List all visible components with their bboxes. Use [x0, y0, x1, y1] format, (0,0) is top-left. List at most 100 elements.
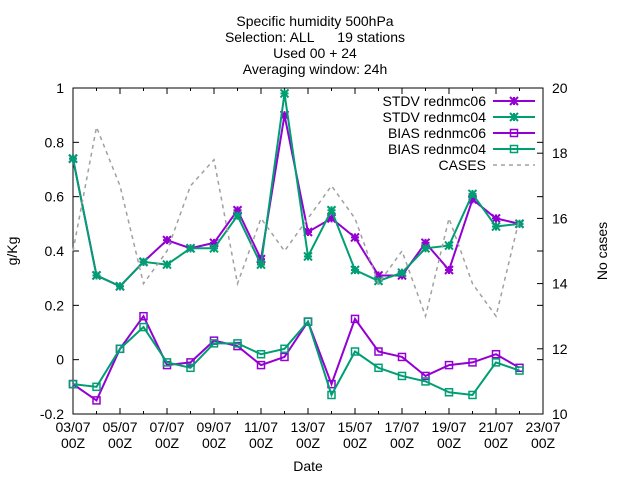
legend-item: STDV rednmc04 [383, 109, 535, 125]
x-axis-label: Date [293, 458, 323, 474]
x-tick-time: 00Z [61, 435, 86, 451]
data-point [186, 363, 195, 373]
y2-tick-label: 18 [552, 145, 568, 161]
data-point [397, 352, 407, 362]
chart-title: Specific humidity 500hPa Selection: ALL … [225, 13, 405, 77]
data-point [420, 243, 431, 253]
x-tick-date: 11/07 [244, 419, 278, 435]
x-tick-time: 00Z [108, 435, 133, 451]
legend-label: STDV rednmc04 [383, 109, 487, 125]
data-point [397, 371, 407, 381]
data-point [115, 281, 125, 292]
data-point [374, 347, 383, 356]
data-point [138, 257, 149, 267]
data-point [468, 358, 477, 367]
legend-item: BIAS rednmc06 [388, 125, 535, 141]
title-line-2: Selection: ALL 19 stations [225, 29, 405, 45]
x-tick-time: 00Z [343, 435, 368, 451]
y-axis-label: g/Kg [4, 237, 20, 266]
legend-item: BIAS rednmc04 [388, 141, 535, 157]
data-point [186, 358, 195, 367]
x-tick-date: 17/07 [384, 419, 419, 435]
x-tick-date: 21/07 [478, 419, 513, 435]
x-axis: 03/0700Z05/0700Z07/0700Z09/0700Z11/0700Z… [55, 88, 561, 451]
data-point [162, 358, 172, 367]
y-tick-label: 1 [56, 80, 64, 96]
data-point [444, 240, 454, 251]
data-point [444, 388, 454, 397]
series-bias-rednmc06 [68, 311, 524, 405]
data-point [467, 189, 478, 199]
legend-label: BIAS rednmc06 [388, 125, 486, 141]
data-point [444, 265, 454, 275]
data-point [256, 349, 266, 359]
series-line [72, 124, 521, 319]
data-point [397, 268, 407, 278]
data-point [139, 311, 148, 321]
y2-axis: 10 12 14 16 18 20 [537, 80, 568, 422]
data-point [92, 382, 101, 392]
series-line [72, 319, 520, 398]
data-point [491, 358, 501, 367]
data-point [162, 259, 172, 270]
data-point [491, 349, 501, 359]
data-point [350, 265, 360, 275]
data-point [233, 339, 242, 348]
x-tick-time: 00Z [155, 435, 180, 451]
y-tick-label: 0.2 [45, 297, 65, 313]
data-point [256, 360, 266, 370]
legend-label: BIAS rednmc04 [388, 141, 486, 157]
data-point [115, 344, 125, 354]
y2-tick-label: 16 [552, 210, 568, 226]
data-point [444, 360, 454, 370]
x-tick-date: 15/07 [337, 419, 372, 435]
title-line-1: Specific humidity 500hPa [236, 13, 393, 29]
legend-marker [509, 128, 519, 138]
data-point [209, 243, 219, 253]
title-line-3: Used 00 + 24 [273, 45, 357, 61]
y2-tick-label: 20 [552, 80, 568, 96]
legend-marker [509, 144, 519, 154]
data-point [92, 396, 101, 405]
y-axis: -0.2 0 0.2 0.4 0.6 0.8 1 [40, 80, 543, 422]
series-stdv-rednmc04 [68, 88, 525, 292]
data-point [280, 352, 289, 362]
x-tick-date: 23/07 [525, 419, 560, 435]
data-point [232, 210, 243, 221]
data-point [68, 379, 78, 389]
data-point [303, 317, 313, 326]
x-tick-time: 00Z [249, 435, 274, 451]
data-point [515, 366, 524, 375]
x-tick-time: 00Z [296, 435, 321, 451]
x-tick-time: 00Z [390, 435, 415, 451]
data-point [209, 339, 219, 348]
x-tick-date: 13/07 [290, 419, 325, 435]
y-tick-label: 0.4 [45, 243, 65, 259]
y-tick-label: -0.2 [40, 406, 64, 422]
data-point [303, 251, 313, 262]
y2-tick-label: 10 [552, 406, 568, 422]
y-tick-label: 0 [56, 352, 64, 368]
x-tick-date: 09/07 [196, 419, 231, 435]
x-tick-time: 00Z [531, 435, 556, 451]
x-tick-time: 00Z [202, 435, 227, 451]
y-tick-label: 0.6 [45, 189, 65, 205]
series-cases [72, 124, 521, 319]
x-tick-time: 00Z [437, 435, 462, 451]
data-point [280, 344, 289, 354]
x-tick-date: 19/07 [431, 419, 466, 435]
legend-label: STDV rednmc06 [383, 93, 487, 109]
data-point [491, 213, 501, 224]
data-point [374, 363, 383, 373]
data-point [350, 232, 360, 243]
series-layer [68, 88, 525, 405]
y2-tick-label: 14 [552, 276, 568, 292]
data-point [421, 371, 430, 381]
title-line-4: Averaging window: 24h [243, 61, 388, 77]
data-point [327, 390, 336, 400]
data-point [279, 88, 290, 99]
series-bias-rednmc04 [68, 317, 524, 400]
data-point [139, 322, 148, 332]
